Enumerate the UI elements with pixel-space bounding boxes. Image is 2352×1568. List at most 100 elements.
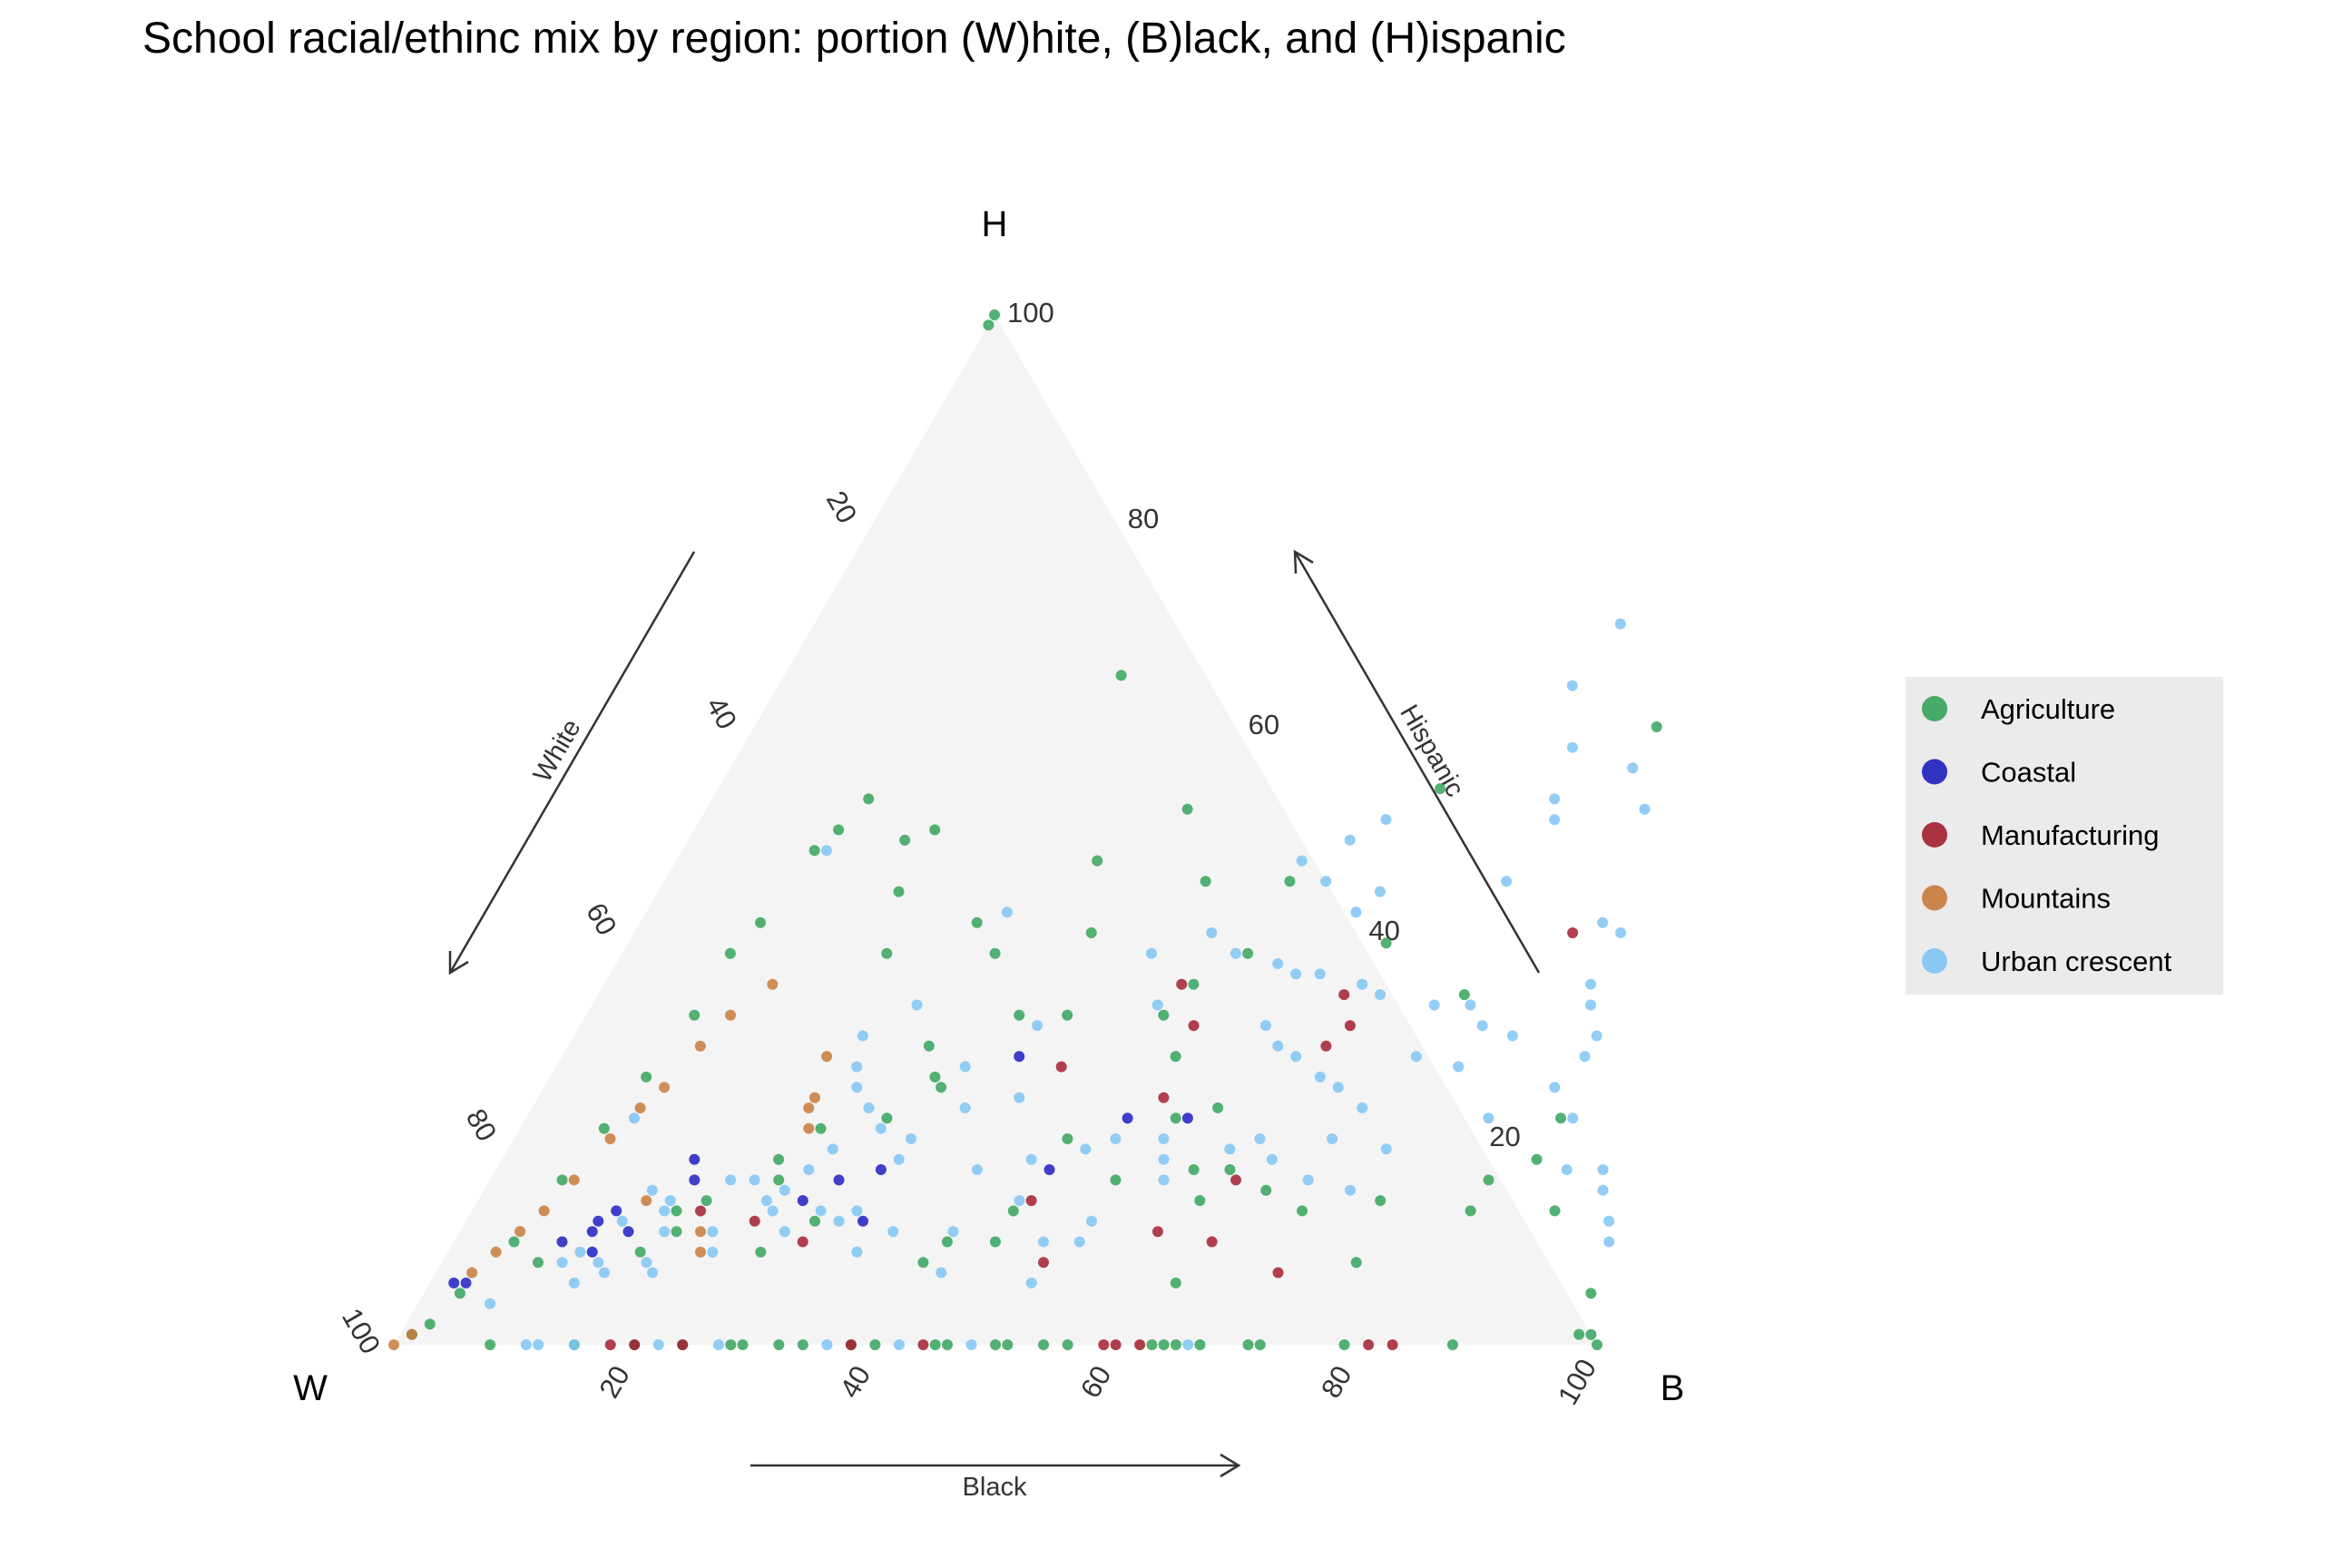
data-point [917,1257,929,1269]
data-point [797,1195,808,1207]
data-point [1483,1112,1494,1124]
data-point [460,1277,472,1289]
data-point [773,1174,785,1186]
data-point [1158,1092,1170,1103]
data-point [1001,906,1013,918]
data-point [671,1205,682,1217]
data-point [1435,783,1446,795]
data-point [659,1226,671,1238]
data-point [1614,618,1626,630]
data-point [1350,906,1362,918]
data-point [1224,1164,1236,1175]
data-point [490,1246,502,1258]
data-point [485,1298,495,1309]
data-point [755,916,766,928]
data-point [1410,1051,1422,1063]
data-point [1182,1339,1194,1350]
data-point [1603,1215,1615,1227]
data-point [936,1082,947,1093]
data-point [508,1236,520,1248]
vertex-label-hispanic: H [982,204,1008,244]
data-point [1080,1143,1092,1155]
data-point [634,1246,646,1258]
data-point [1597,1184,1609,1196]
data-point [1242,947,1254,959]
tick-hispanic-80: 80 [1128,503,1159,534]
data-point [760,1195,772,1207]
data-point [1055,1061,1067,1073]
data-point [845,1339,857,1350]
data-point [936,1267,947,1279]
data-point [556,1174,568,1186]
data-point [1639,803,1651,815]
data-point [863,1102,875,1113]
data-point [556,1236,568,1248]
data-point [1585,999,1596,1011]
data-point [1374,886,1386,897]
data-point [1188,1164,1200,1175]
data-point [1194,1195,1206,1207]
data-point [659,1205,671,1217]
data-point [906,1133,916,1144]
data-point [1230,1174,1241,1186]
data-point [1350,1257,1362,1269]
data-point [1038,1339,1049,1350]
tick-black-100: 100 [1552,1354,1602,1410]
data-point [851,1061,863,1073]
data-point [947,1226,959,1238]
data-point [911,999,923,1011]
data-point [1170,1051,1181,1063]
data-point [917,1339,929,1350]
data-point [815,1205,827,1217]
data-point [779,1184,790,1196]
data-point [1110,1174,1122,1186]
data-point [737,1339,749,1350]
data-point [1585,978,1596,990]
legend-background [1906,677,2223,995]
data-point [1375,989,1386,1001]
data-point [1038,1257,1049,1269]
data-point [1327,1133,1338,1144]
data-point [1549,814,1561,826]
data-point [725,1339,737,1350]
data-point [899,834,911,846]
data-point [1181,1112,1193,1124]
data-point [1573,1328,1585,1340]
data-point [1338,1339,1350,1350]
data-point [1212,1102,1224,1113]
data-point [1555,1112,1566,1124]
data-point [989,1236,1001,1248]
data-point [1062,1009,1073,1021]
data-point [1465,1205,1476,1217]
data-point [965,1339,977,1350]
data-point [1025,1195,1037,1207]
data-point [1579,1051,1591,1063]
data-point [652,1339,664,1350]
data-point [971,1164,983,1175]
data-point [929,824,941,836]
data-point [1387,1339,1398,1350]
data-point [1272,958,1284,969]
data-point [1014,1051,1025,1063]
data-point [616,1215,628,1227]
data-point [1224,1143,1236,1155]
data-point [875,1122,887,1134]
data-point [694,1040,706,1052]
data-point [1566,680,1578,691]
black-axis-arrow [750,1453,1241,1478]
data-point [724,947,736,959]
data-point [593,1215,604,1227]
data-point [1170,1112,1181,1124]
tick-hispanic-100: 100 [1007,297,1054,328]
data-point [1170,1339,1181,1350]
data-point [695,1205,706,1217]
data-points [388,309,1662,1350]
data-point [1615,927,1627,938]
data-point [604,1339,616,1350]
data-point [725,1174,737,1186]
hispanic-axis-arrow [1293,549,1541,974]
data-point [659,1082,671,1093]
legend-label: Urban crescent [1981,946,2172,977]
legend-marker [1922,696,1947,721]
